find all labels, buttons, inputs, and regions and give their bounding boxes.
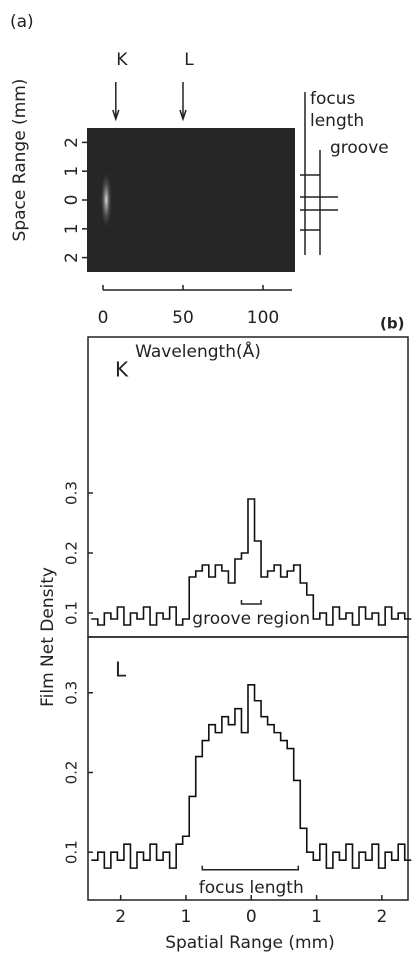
y-tick-label: 0.1	[63, 840, 81, 864]
y-tick-label: 0.3	[63, 681, 81, 705]
y-tick-label: 0.3	[63, 481, 81, 505]
focus-length-label: focus length	[310, 89, 365, 131]
side-label: focus length	[310, 89, 365, 131]
x-tick-label: 0	[246, 907, 257, 927]
region-label: focus length	[199, 878, 304, 898]
region-bracket	[240, 600, 262, 605]
panel-label: (a)	[10, 12, 34, 32]
region-label: groove region	[192, 609, 310, 629]
data-line	[91, 684, 412, 869]
x-tick-label: 2	[376, 907, 387, 927]
panel-annotation: L	[115, 658, 127, 682]
x-tick-label: 50	[172, 308, 194, 328]
film-streak	[100, 170, 113, 230]
y-tick-label: 1	[62, 166, 82, 177]
panel-label: (b)	[380, 315, 404, 333]
data-line	[91, 498, 412, 626]
arrow-head	[112, 109, 120, 122]
x-axis-label: Spatial Range (mm)	[165, 933, 335, 953]
plot-frame	[87, 636, 409, 901]
x-tick-label: 1	[181, 907, 192, 927]
y-tick-label: 0.2	[63, 541, 81, 565]
line-label: L	[184, 50, 194, 70]
y-tick-label: 0	[62, 195, 82, 206]
x-tick-label: 2	[115, 907, 126, 927]
y-tick-label: 0.2	[63, 761, 81, 785]
y-tick-label: 1	[62, 223, 82, 234]
y-axis-label: Space Range (mm)	[10, 79, 30, 242]
line-label: K	[116, 50, 128, 70]
y-tick-label: 2	[62, 252, 82, 263]
x-tick-label: 0	[98, 308, 109, 328]
x-tick-label: 1	[311, 907, 322, 927]
film-image	[87, 128, 295, 272]
region-bracket	[201, 865, 300, 871]
x-tick-label: 100	[247, 308, 279, 328]
arrow-head	[179, 109, 187, 122]
y-tick-label: 2	[62, 137, 82, 148]
groove-label: groove	[330, 138, 389, 158]
x-axis-label: Wavelength(Å)	[135, 340, 261, 362]
y-axis-label: Film Net Density	[38, 567, 58, 707]
plot-frame	[87, 336, 409, 638]
panel-annotation: K	[115, 358, 129, 382]
y-tick-label: 0.1	[63, 601, 81, 625]
